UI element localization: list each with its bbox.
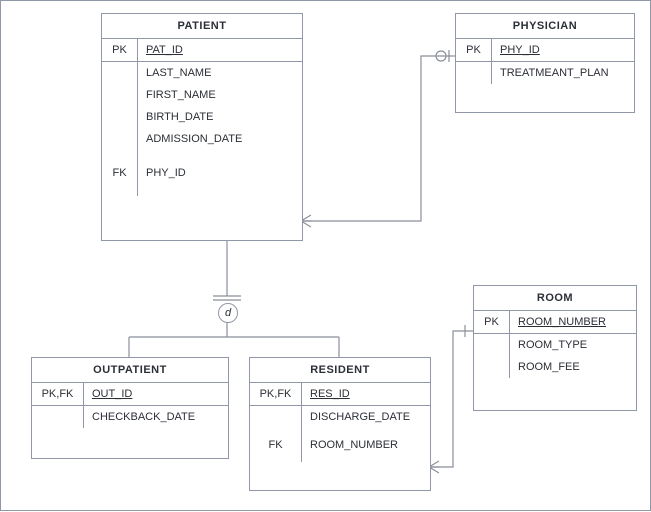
entity-title: ROOM [474, 286, 636, 311]
key-column: PK,FK [32, 383, 84, 428]
attr-cell: BIRTH_DATE [138, 106, 302, 128]
attr-cell: ROOM_NUMBER [510, 311, 636, 334]
attr-text: PHY_ID [146, 167, 186, 179]
entity-body: PK,FK FK RES_ID DISCHARGE_DATE ROOM_NUMBER [250, 383, 430, 462]
key-column: PK [456, 39, 492, 84]
badge-label: d [225, 307, 231, 319]
key-cell [474, 356, 509, 378]
entity-body: PK PHY_ID TREATMEANT_PLAN [456, 39, 634, 84]
attr-text: LAST_NAME [146, 67, 211, 79]
attr-text: ROOM_TYPE [518, 339, 587, 351]
key-cell [456, 62, 491, 84]
key-cell: PK [456, 39, 491, 62]
key-cell: PK,FK [32, 383, 83, 406]
attr-cell: ROOM_TYPE [510, 334, 636, 356]
inheritance-disjoint-badge: d [218, 303, 238, 323]
attr-text: FIRST_NAME [146, 89, 216, 101]
entity-patient: PATIENTPK FK PAT_ID LAST_NAME FIRST_NAME BIRT… [101, 13, 303, 241]
entity-title: OUTPATIENT [32, 358, 228, 383]
key-cell [474, 334, 509, 356]
entity-resident: RESIDENTPK,FK FK RES_ID DISCHARGE_DATE ROOM_… [249, 357, 431, 491]
entity-physician: PHYSICIANPK PHY_ID TREATMEANT_PLAN [455, 13, 635, 113]
attr-cell: ROOM_FEE [510, 356, 636, 378]
entity-body: PK FK PAT_ID LAST_NAME FIRST_NAME BIRTH_DATE A… [102, 39, 302, 196]
key-cell [250, 406, 301, 428]
key-cell [102, 128, 137, 150]
attr-cell: LAST_NAME [138, 62, 302, 84]
attr-cell: RES_ID [302, 383, 430, 406]
attr-cell: FIRST_NAME [138, 84, 302, 106]
attr-text: TREATMEANT_PLAN [500, 67, 609, 79]
attr-text: CHECKBACK_DATE [92, 411, 195, 423]
attr-text: DISCHARGE_DATE [310, 411, 410, 423]
attr-cell: ADMISSION_DATE [138, 128, 302, 150]
attr-text: ADMISSION_DATE [146, 133, 242, 145]
attr-text: ROOM_FEE [518, 361, 580, 373]
attr-cell: CHECKBACK_DATE [84, 406, 228, 428]
entity-title: RESIDENT [250, 358, 430, 383]
key-cell [102, 84, 137, 106]
key-cell [102, 106, 137, 128]
key-cell: FK [250, 428, 301, 462]
key-cell: PK [474, 311, 509, 334]
entity-outpatient: OUTPATIENTPK,FK OUT_ID CHECKBACK_DATE [31, 357, 229, 459]
attr-text: PHY_ID [500, 44, 540, 56]
attr-cell: PHY_ID [138, 150, 302, 196]
attr-cell: PHY_ID [492, 39, 634, 62]
key-cell: PK [102, 39, 137, 62]
er-canvas: PATIENTPKFKPAT_IDLAST_NAMEFIRST_NAMEBIRT… [0, 0, 651, 511]
entity-title: PHYSICIAN [456, 14, 634, 39]
attr-cell: DISCHARGE_DATE [302, 406, 430, 428]
attr-cell: TREATMEANT_PLAN [492, 62, 634, 84]
key-cell [32, 406, 83, 428]
entity-title: PATIENT [102, 14, 302, 39]
attr-text: OUT_ID [92, 388, 132, 400]
attr-column: PAT_ID LAST_NAME FIRST_NAME BIRTH_DATE ADMIS… [138, 39, 302, 196]
key-column: PK [474, 311, 510, 378]
entity-body: PK,FK OUT_ID CHECKBACK_DATE [32, 383, 228, 428]
attr-column: PHY_ID TREATMEANT_PLAN [492, 39, 634, 84]
attr-cell: OUT_ID [84, 383, 228, 406]
entity-body: PK ROOM_NUMBER ROOM_TYPE ROOM_FEE [474, 311, 636, 378]
key-column: PK,FK FK [250, 383, 302, 462]
attr-text: RES_ID [310, 388, 350, 400]
attr-text: BIRTH_DATE [146, 111, 213, 123]
attr-column: RES_ID DISCHARGE_DATE ROOM_NUMBER [302, 383, 430, 462]
attr-text: PAT_ID [146, 44, 183, 56]
attr-cell: PAT_ID [138, 39, 302, 62]
key-cell [102, 62, 137, 84]
attr-cell: ROOM_NUMBER [302, 428, 430, 462]
entity-room: ROOMPK ROOM_NUMBER ROOM_TYPE ROOM_FEE [473, 285, 637, 411]
attr-column: ROOM_NUMBER ROOM_TYPE ROOM_FEE [510, 311, 636, 378]
key-cell: PK,FK [250, 383, 301, 406]
attr-text: ROOM_NUMBER [518, 316, 606, 328]
attr-column: OUT_ID CHECKBACK_DATE [84, 383, 228, 428]
key-cell: FK [102, 150, 137, 196]
key-column: PK FK [102, 39, 138, 196]
attr-text: ROOM_NUMBER [310, 439, 398, 451]
